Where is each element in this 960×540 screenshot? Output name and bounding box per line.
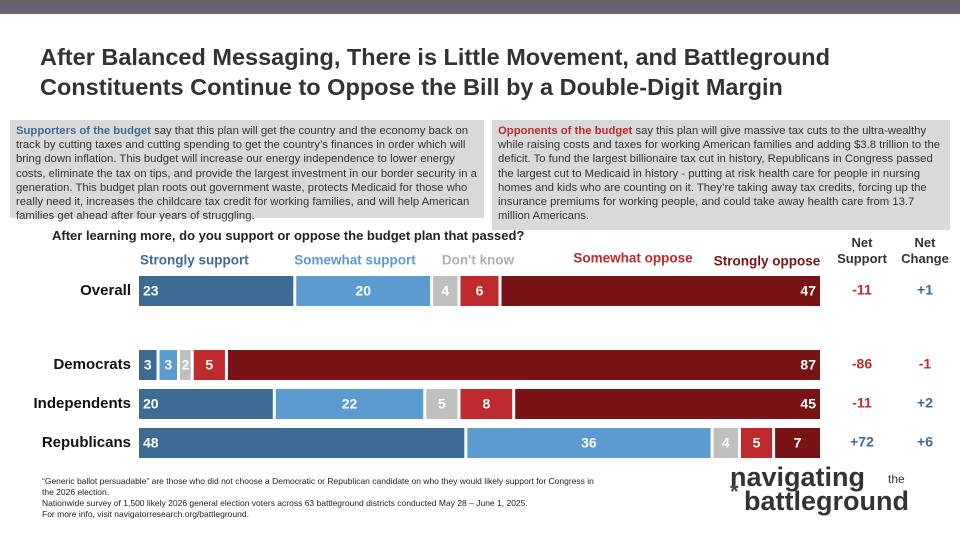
bar-segment	[159, 350, 178, 380]
net-header: Net Support	[837, 235, 887, 266]
value-label: 23	[143, 283, 159, 299]
supporters-box: Supporters of the budget say that this p…	[10, 120, 484, 222]
bar-segment	[460, 389, 513, 419]
bar-segment	[433, 276, 458, 306]
title: After Balanced Messaging, There is Littl…	[40, 44, 830, 100]
legend-label: Strongly oppose	[714, 254, 821, 269]
row-label: Democrats	[53, 356, 131, 373]
legend-label: Don't know	[442, 253, 515, 268]
bar-segment	[139, 428, 465, 458]
row-label: Independents	[33, 395, 131, 412]
bar-segment	[460, 276, 499, 306]
supporters-lead: Supporters of the budget	[16, 125, 151, 137]
net-value: -11	[852, 282, 872, 298]
bar-segment	[713, 428, 738, 458]
row-label: Overall	[80, 282, 131, 299]
opponents-box: Opponents of the budget say this plan wi…	[492, 120, 950, 230]
bar-segment	[275, 389, 424, 419]
legend-label: Strongly support	[140, 253, 249, 268]
footnote: “Generic ballot persuadable” are those w…	[42, 476, 594, 497]
top-bar	[0, 0, 960, 14]
bar-segment	[139, 276, 294, 306]
value-label: 48	[143, 435, 159, 451]
value-label: 36	[581, 435, 597, 451]
value-label: 5	[205, 357, 213, 373]
value-label: 3	[164, 357, 172, 373]
row-label: Republicans	[42, 434, 131, 451]
opponents-text: say this plan will give massive tax cuts…	[498, 125, 941, 223]
opponents-lead: Opponents of the budget	[498, 125, 633, 137]
bar-segment	[775, 428, 820, 458]
logo-word: the	[888, 472, 905, 486]
footnote: For more info, visit navigatorresearch.o…	[42, 509, 249, 519]
logo-word: navigating	[730, 462, 866, 492]
bar-segment	[139, 389, 273, 419]
value-label: 20	[355, 283, 371, 299]
value-label: 4	[722, 435, 730, 451]
value-label: 22	[342, 396, 358, 412]
value-label: 3	[144, 357, 152, 373]
net-value: +2	[917, 395, 933, 411]
value-label: 47	[800, 283, 816, 299]
legend-label: Somewhat support	[294, 253, 416, 268]
net-value: +72	[850, 434, 874, 450]
value-label: 45	[800, 396, 816, 412]
value-label: 20	[143, 396, 159, 412]
net-value: -1	[919, 356, 932, 372]
logo-word: battleground	[744, 486, 909, 516]
bar-segment	[515, 389, 820, 419]
net-header: Net Change	[901, 235, 949, 266]
value-label: 4	[441, 283, 449, 299]
value-label: 5	[438, 396, 446, 412]
footnote: Nationwide survey of 1,500 likely 2026 g…	[42, 498, 528, 508]
bar-segment	[501, 276, 820, 306]
net-value: +6	[917, 434, 933, 450]
question: After learning more, do you support or o…	[52, 228, 525, 243]
value-label: 5	[753, 435, 761, 451]
bar-segment	[193, 350, 225, 380]
bar-segment	[740, 428, 773, 458]
bar-segment	[426, 389, 458, 419]
footnotes: “Generic ballot persuadable” are those w…	[42, 476, 602, 520]
bar-segment	[467, 428, 711, 458]
value-label: 8	[482, 396, 490, 412]
net-value: -11	[852, 395, 872, 411]
legend-label: Somewhat oppose	[573, 251, 693, 266]
bar-segment	[180, 350, 191, 380]
value-label: 87	[800, 357, 816, 373]
value-label: 7	[794, 435, 802, 451]
bar-segment	[296, 276, 431, 306]
logo: navigating the * battleground	[730, 462, 940, 522]
bar-segment	[227, 350, 821, 380]
logo-star: *	[730, 479, 739, 504]
value-label: 6	[476, 283, 484, 299]
value-label: 2	[181, 357, 189, 373]
net-value: +1	[917, 282, 933, 298]
net-value: -86	[852, 356, 872, 372]
bar-segment	[139, 350, 157, 380]
supporters-text: say that this plan will get the country …	[16, 125, 477, 223]
